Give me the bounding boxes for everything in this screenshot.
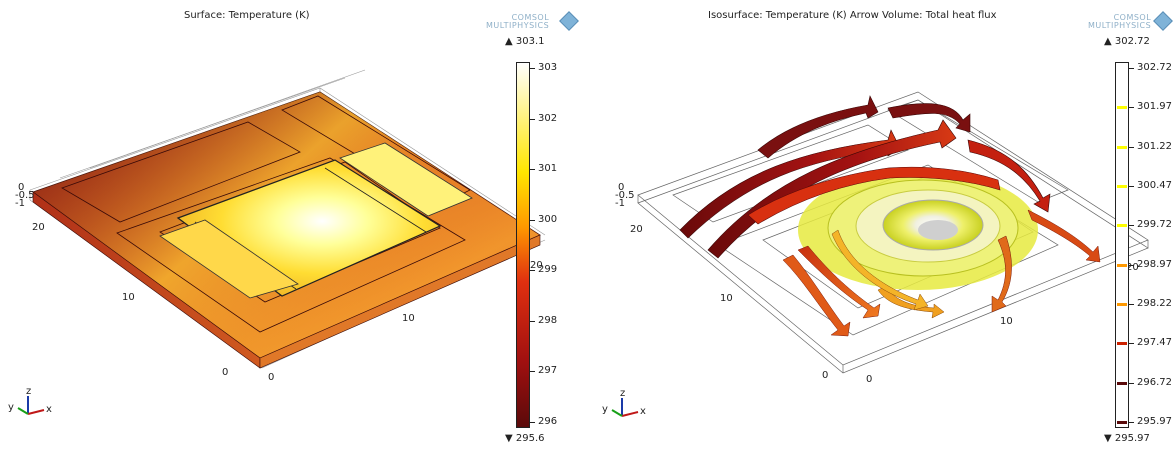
colorbar-tick-label: 296.72: [1137, 376, 1172, 388]
colorbar-tick-mark: [1129, 304, 1134, 305]
colorbar-tick-label: 301: [538, 163, 558, 175]
colorbar-tick-mark: [1129, 225, 1134, 227]
isosurface-level-swatch: [1117, 421, 1127, 424]
surface-temperature-panel: Surface: Temperature (K) COMSOL MULTIPHY…: [0, 0, 588, 449]
colorbar-tick-label: 300: [538, 213, 558, 225]
axis-triad: [611, 398, 639, 417]
colorbar-tick-mark: [1129, 107, 1134, 109]
comsol-logo: COMSOL MULTIPHYSICS: [1088, 14, 1151, 30]
colorbar-tick-label: 302.72: [1137, 62, 1172, 73]
isosurface-level-swatch: [1117, 381, 1127, 385]
colorbar: [516, 62, 530, 428]
isosurface-heat-flux-panel: Isosurface: Temperature (K) Arrow Volume…: [588, 0, 1176, 449]
logo-line-1: COMSOL: [511, 13, 550, 22]
triad-z-label: z: [620, 388, 626, 399]
x-tick-label: 20: [530, 260, 543, 271]
colorbar-tick-mark: [1129, 382, 1134, 384]
colorbar-tick-mark: [530, 169, 535, 171]
x-tick-label: 10: [1000, 316, 1013, 327]
y-tick-label: 0: [822, 370, 829, 381]
triad-z-label: z: [26, 386, 32, 397]
colorbar-tick-mark: [1129, 422, 1134, 423]
isosurface-level-swatch: [1117, 145, 1127, 149]
colorbar-tick-label: 298.97: [1137, 258, 1172, 270]
z-tick-label: 0: [618, 182, 625, 193]
z-tick-label: -1: [15, 198, 25, 209]
axis-triad: [17, 396, 45, 415]
y-tick-label: 0: [222, 367, 229, 378]
z-tick-label: -1: [615, 198, 625, 209]
colorbar-tick-label: 301.97: [1137, 101, 1172, 113]
colorbar-tick-mark: [530, 422, 535, 423]
x-tick-label: 0: [268, 372, 275, 383]
isosurface-level-swatch: [1117, 67, 1127, 70]
colorbar-tick-label: 302: [538, 112, 558, 124]
y-tick-label: 20: [32, 222, 45, 233]
colorbar: [1115, 62, 1129, 428]
colorbar-min-label: ▼ 295.97: [1104, 433, 1150, 444]
isosurface-level-swatch: [1117, 224, 1127, 228]
isosurface-level-swatch: [1117, 263, 1127, 267]
plot-title: Surface: Temperature (K): [184, 10, 310, 21]
isosurface-plot-3d[interactable]: [588, 0, 1176, 449]
comsol-logo: COMSOL MULTIPHYSICS: [486, 14, 549, 30]
colorbar-tick-mark: [1129, 146, 1134, 148]
y-tick-label: 20: [630, 224, 643, 235]
colorbar-tick-label: 296: [538, 416, 558, 427]
colorbar-tick-mark: [530, 371, 535, 373]
colorbar-tick-label: 299: [538, 264, 558, 276]
isosurface-level-swatch: [1117, 342, 1127, 346]
x-tick-label: 20: [1126, 262, 1139, 273]
colorbar-min-label: ▼ 295.6: [505, 433, 545, 444]
plot-title: Isosurface: Temperature (K) Arrow Volume…: [708, 10, 997, 21]
colorbar-max-label: ▲ 303.1: [505, 36, 545, 47]
x-tick-label: 10: [402, 313, 415, 324]
isosurface-level-swatch: [1117, 106, 1127, 110]
colorbar-tick-mark: [530, 68, 535, 69]
colorbar-tick-label: 301.22: [1137, 140, 1172, 152]
y-tick-label: 10: [122, 292, 135, 303]
colorbar-tick-mark: [1129, 264, 1134, 266]
z-tick-label: -0.5: [615, 190, 635, 201]
colorbar-tick-label: 298: [538, 314, 558, 326]
colorbar-tick-mark: [1129, 343, 1134, 345]
left-pad: [61, 121, 301, 223]
colorbar-tick-label: 298.22: [1137, 298, 1172, 309]
colorbar-tick-label: 297: [538, 365, 558, 377]
triad-y-label: y: [602, 404, 608, 415]
triad-y-label: y: [8, 402, 14, 413]
colorbar-tick-mark: [530, 219, 535, 221]
logo-line-2: MULTIPHYSICS: [486, 21, 550, 30]
isosurface-level-swatch: [1117, 185, 1127, 188]
colorbar-tick-mark: [530, 320, 535, 322]
y-tick-label: 10: [720, 293, 733, 304]
triad-x-label: x: [46, 404, 52, 415]
z-tick-label: -0.5: [15, 190, 35, 201]
colorbar-tick-label: 295.97: [1137, 416, 1172, 427]
colorbar-tick-label: 300.47: [1137, 180, 1172, 191]
z-tick-label: 0: [18, 182, 25, 193]
colorbar-tick-mark: [1129, 68, 1134, 69]
colorbar-tick-label: 297.47: [1137, 337, 1172, 349]
colorbar-tick-label: 299.72: [1137, 219, 1172, 231]
logo-line-1: COMSOL: [1113, 13, 1152, 22]
logo-line-2: MULTIPHYSICS: [1088, 21, 1152, 30]
colorbar-tick-mark: [530, 118, 535, 120]
colorbar-tick-label: 303: [538, 62, 558, 73]
isosurface-level-swatch: [1117, 303, 1127, 306]
colorbar-tick-mark: [1129, 186, 1134, 187]
colorbar-max-label: ▲ 302.72: [1104, 36, 1150, 47]
heat-flux-arrows: [679, 95, 1101, 337]
triad-x-label: x: [640, 406, 646, 417]
surface-plot-3d[interactable]: [0, 0, 588, 449]
colorbar-tick-mark: [530, 270, 535, 272]
x-tick-label: 0: [866, 374, 873, 385]
